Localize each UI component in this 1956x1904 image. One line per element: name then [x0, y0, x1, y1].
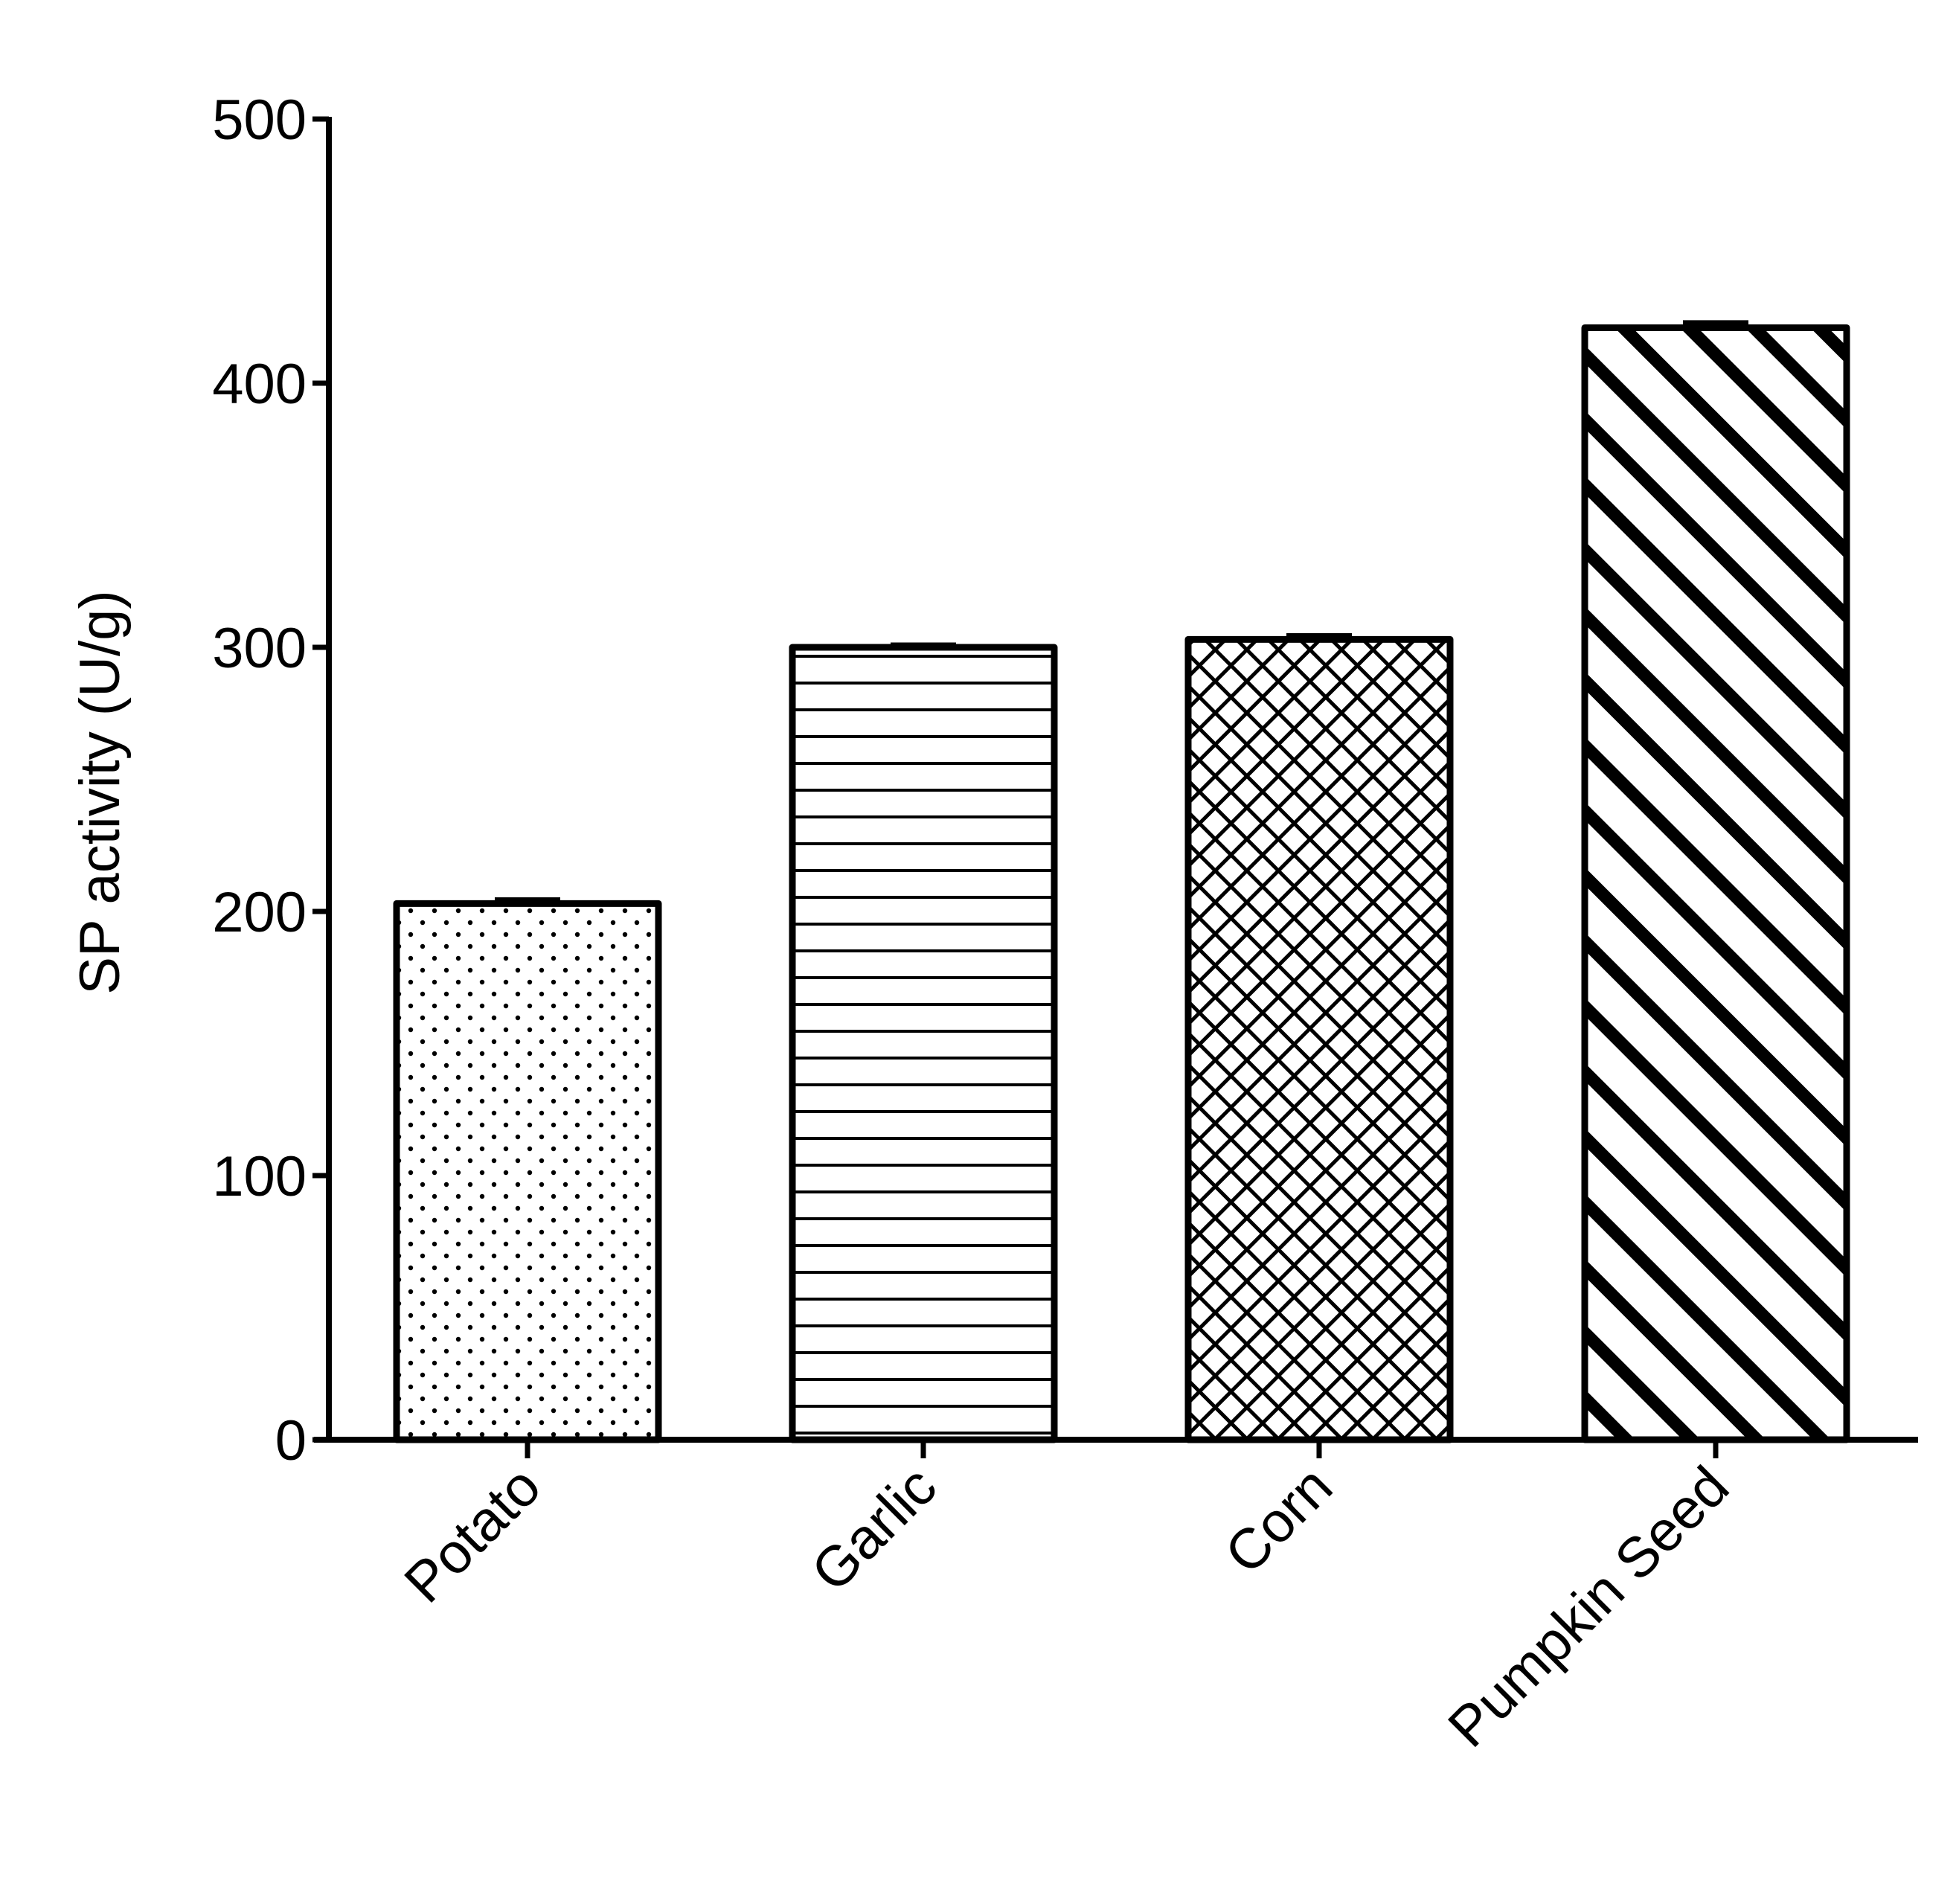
- x-tick-label-pumpkin-seed: Pumpkin Seed: [1436, 1455, 1741, 1760]
- x-tick-label-corn: Corn: [1213, 1455, 1344, 1586]
- y-tick-label-200: 200: [212, 881, 307, 944]
- bar-garlic: [789, 644, 1058, 1443]
- y-tick-label-100: 100: [212, 1145, 307, 1208]
- y-tick-label-300: 300: [212, 617, 307, 680]
- bar-pumpkin-seed: [1581, 324, 1850, 1443]
- y-axis-title: SP activity (U/g): [68, 590, 132, 994]
- bar-corn: [1184, 635, 1454, 1443]
- bars-layer: [393, 320, 1850, 1443]
- x-tick-label-garlic: Garlic: [800, 1455, 949, 1603]
- bar-potato: [393, 900, 662, 1443]
- y-tick-label-500: 500: [212, 89, 307, 152]
- y-tick-label-0: 0: [275, 1409, 307, 1472]
- x-tick-label-potato: Potato: [393, 1455, 553, 1615]
- y-tick-label-400: 400: [212, 353, 307, 416]
- axes-layer: [312, 116, 1918, 1458]
